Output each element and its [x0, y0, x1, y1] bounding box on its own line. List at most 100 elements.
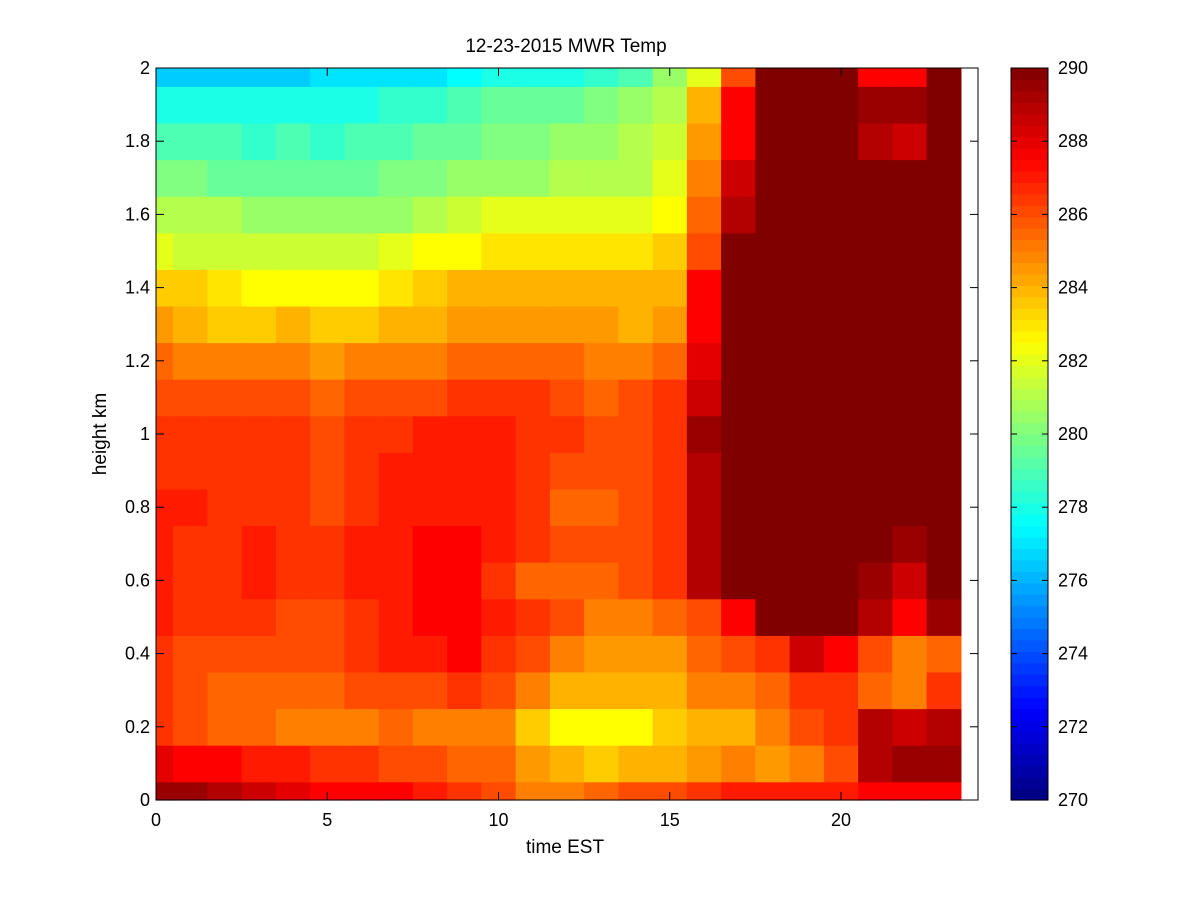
heatmap-cell	[926, 708, 962, 746]
heatmap-cell	[549, 525, 585, 563]
heatmap-cell	[618, 525, 654, 563]
heatmap-cell	[310, 68, 345, 87]
heatmap-cell	[584, 415, 619, 453]
heatmap-cell	[926, 86, 962, 124]
heatmap-cell	[515, 342, 551, 380]
heatmap-cell	[926, 525, 962, 563]
heatmap-cell	[378, 745, 414, 783]
heatmap-cell	[173, 159, 208, 197]
heatmap-cell	[892, 452, 928, 490]
heatmap-cell	[173, 781, 208, 801]
heatmap-cell	[892, 525, 928, 563]
colorbar-strip	[1011, 582, 1048, 595]
colorbar-tick-label: 280	[1058, 424, 1088, 444]
heatmap-cell	[721, 452, 756, 490]
heatmap-cell	[207, 745, 243, 783]
heatmap-cell	[275, 342, 311, 380]
heatmap-cell	[207, 598, 243, 636]
heatmap-cell	[344, 708, 380, 746]
heatmap-cell	[584, 708, 619, 746]
heatmap-cell	[755, 232, 791, 270]
heatmap-cell	[858, 598, 893, 636]
heatmap-cell	[618, 68, 654, 87]
heatmap-cell	[686, 781, 722, 801]
heatmap-cell	[789, 379, 825, 417]
heatmap-cell	[156, 708, 174, 746]
heatmap-cell	[310, 671, 345, 710]
heatmap-cell	[584, 488, 619, 527]
heatmap-cell	[755, 745, 791, 783]
heatmap-cell	[481, 86, 517, 124]
heatmap-cell	[755, 122, 791, 161]
heatmap-cell	[823, 781, 859, 801]
heatmap-cell	[926, 671, 962, 710]
heatmap-cell	[156, 159, 174, 197]
heatmap-cell	[447, 415, 482, 453]
heatmap-cell	[926, 232, 962, 270]
heatmap-cell	[481, 525, 517, 563]
heatmap-cell	[652, 452, 688, 490]
heatmap-cell	[686, 452, 722, 490]
colorbar-strip	[1011, 399, 1048, 412]
heatmap-cell	[858, 488, 893, 527]
heatmap-cell	[310, 196, 345, 234]
heatmap-cell	[926, 452, 962, 490]
heatmap-cell	[447, 671, 482, 710]
heatmap-cell	[156, 196, 174, 234]
heatmap-cell	[652, 86, 688, 124]
heatmap-cell	[618, 342, 654, 380]
heatmap-cell	[823, 708, 859, 746]
colorbar-strip	[1011, 491, 1048, 504]
colorbar-strip	[1011, 136, 1048, 149]
heatmap-cell	[447, 86, 482, 124]
heatmap-cell	[481, 708, 517, 746]
heatmap-cell	[378, 379, 414, 417]
colorbar-strip	[1011, 559, 1048, 572]
heatmap-cell	[275, 598, 311, 636]
heatmap-cell	[378, 342, 414, 380]
heatmap-cell	[721, 342, 756, 380]
heatmap-cell	[549, 232, 585, 270]
heatmap-cell	[412, 671, 448, 710]
colorbar-strip	[1011, 617, 1048, 630]
heatmap-cell	[275, 232, 311, 270]
heatmap-cell	[156, 671, 174, 710]
heatmap-cell	[515, 562, 551, 600]
heatmap-cell	[310, 635, 345, 673]
heatmap-cell	[549, 342, 585, 380]
heatmap-cell	[926, 415, 962, 453]
heatmap-cell	[686, 232, 722, 270]
heatmap-cell	[721, 745, 756, 783]
heatmap-cell	[173, 671, 208, 710]
heatmap-cell	[858, 415, 893, 453]
heatmap-cell	[310, 232, 345, 270]
colorbar-strip	[1011, 514, 1048, 527]
colorbar-strip	[1011, 262, 1048, 275]
heatmap-cell	[823, 305, 859, 344]
heatmap-cell	[207, 708, 243, 746]
heatmap-cell	[618, 562, 654, 600]
heatmap-cell	[447, 781, 482, 801]
heatmap-cell	[652, 562, 688, 600]
colorbar-strip	[1011, 651, 1048, 664]
heatmap-cell	[789, 635, 825, 673]
heatmap-cell	[241, 159, 277, 197]
heatmap-cell	[584, 68, 619, 87]
heatmap-cell	[652, 745, 688, 783]
x-tick-label: 10	[488, 810, 508, 830]
heatmap-cell	[378, 635, 414, 673]
heatmap-cell	[789, 598, 825, 636]
heatmap-cell	[755, 305, 791, 344]
heatmap-cell	[755, 269, 791, 307]
heatmap-cell	[173, 196, 208, 234]
heatmap-cell	[823, 159, 859, 197]
heatmap-cell	[858, 232, 893, 270]
heatmap-cell	[173, 562, 208, 600]
heatmap-cell	[447, 122, 482, 161]
heatmap-cell	[652, 671, 688, 710]
colorbar-tick-label: 288	[1058, 131, 1088, 151]
colorbar-strip	[1011, 468, 1048, 481]
heatmap-cell	[858, 708, 893, 746]
y-axis-ticks: 0 0.2 0.4 0.6 0.8 1 1.2 1.4 1.6 1.8 2	[125, 58, 978, 810]
heatmap-cell	[789, 196, 825, 234]
